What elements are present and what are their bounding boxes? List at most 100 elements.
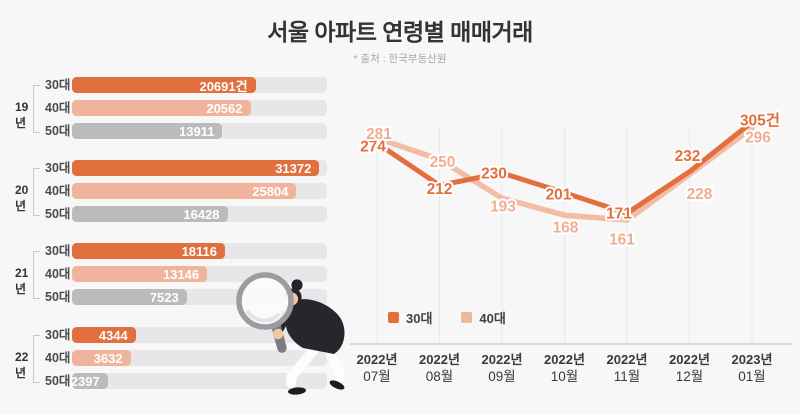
legend-label: 30대 <box>406 311 433 326</box>
bar-fill: 2397 <box>70 373 108 389</box>
age-group-label: 50대 <box>45 207 71 221</box>
bar-track: 20562 <box>72 100 327 116</box>
legend-swatch <box>461 312 473 323</box>
year-bracket <box>33 335 40 383</box>
x-axis-month: 07월 <box>363 369 391 384</box>
year-label: 22년 <box>15 350 29 380</box>
year-bracket <box>33 168 40 216</box>
year-label: 19년 <box>15 100 29 130</box>
age-group-label: 30대 <box>45 78 71 92</box>
bar-row: 30대 31372 <box>0 160 335 176</box>
x-axis-label: 2022년 11월 <box>607 352 648 385</box>
bar-track: 3632 <box>72 350 327 366</box>
data-label-30대: 171 <box>606 206 632 223</box>
line-chart: 274 212 230 201 171 232 305건 281 250 193 168 161 228… <box>350 110 793 345</box>
person-gripping-hand <box>272 328 284 340</box>
bar-row: 40대 3632 <box>0 350 335 366</box>
legend-item: 30대 <box>388 308 432 327</box>
bar-value: 25804 <box>252 183 289 199</box>
bar-row: 50대 13911 <box>0 123 335 139</box>
year-group: 19년 30대 20691건 40대 20562 50대 13911 <box>0 77 335 139</box>
bar-track: 18116 <box>72 243 327 259</box>
bar-row: 30대 20691건 <box>0 77 335 94</box>
data-label-40대: 168 <box>553 220 579 237</box>
x-axis-year: 2023년 <box>731 352 773 367</box>
x-axis-label: 2022년 08월 <box>419 352 460 385</box>
year-bracket <box>33 251 40 299</box>
data-label-30대: 274 <box>360 139 386 156</box>
bar-row: 50대 16428 <box>0 206 335 222</box>
age-group-label: 40대 <box>45 184 71 198</box>
year-group: 20년 30대 31372 40대 25804 50대 16428 <box>0 160 335 222</box>
x-axis-month: 11월 <box>613 369 641 384</box>
legend-item: 40대 <box>461 308 506 327</box>
bar-fill: 20562 <box>72 100 251 116</box>
bar-fill: 18116 <box>72 243 225 259</box>
bar-fill: 7523 <box>72 289 187 305</box>
x-axis-month: 10월 <box>550 369 579 384</box>
age-group-label: 50대 <box>45 374 71 388</box>
bar-value: 2397 <box>70 373 100 389</box>
year-bracket <box>33 85 40 133</box>
bar-value: 13146 <box>162 266 200 282</box>
bar-fill: 3632 <box>72 350 131 366</box>
data-label-30대: 305건 <box>740 112 780 130</box>
year-group: 22년 30대 4344 40대 3632 50대 2397 <box>0 327 335 389</box>
x-axis-month: 09월 <box>488 369 516 384</box>
source-note: * 출처 : 한국부동산원 <box>353 53 447 65</box>
age-group-label: 40대 <box>45 267 71 281</box>
bar-value: 20562 <box>206 100 243 116</box>
bar-track: 16428 <box>72 206 327 222</box>
age-group-label: 30대 <box>45 244 71 258</box>
age-group-label: 30대 <box>45 161 71 175</box>
title-highlight: 연령별 <box>382 19 445 45</box>
age-group-label: 50대 <box>45 124 71 138</box>
data-label-30대: 232 <box>675 148 701 165</box>
person-figure <box>274 279 346 395</box>
data-label-40대: 228 <box>687 186 713 203</box>
bar-fill: 4344 <box>72 327 136 343</box>
data-label-40대: 296 <box>745 130 771 147</box>
person-right-shoe <box>329 380 345 390</box>
bar-row: 50대 2397 <box>0 373 335 389</box>
x-axis-label: 2022년 12월 <box>669 352 710 385</box>
bar-track: 20691건 <box>72 77 327 94</box>
bar-track: 25804 <box>72 183 327 199</box>
data-label-30대: 201 <box>546 186 572 203</box>
person-hair-bun <box>291 279 303 291</box>
person-left-shoe <box>288 387 306 395</box>
age-group-label: 40대 <box>45 101 71 115</box>
data-label-40대: 250 <box>430 154 456 171</box>
bar-fill: 13146 <box>72 266 208 282</box>
data-label-40대: 281 <box>366 126 392 143</box>
x-axis-year: 2022년 <box>669 352 710 367</box>
bar-value: 16428 <box>183 206 220 222</box>
bar-fill: 25804 <box>72 183 297 199</box>
bar-row: 40대 20562 <box>0 100 335 116</box>
bar-value: 20691건 <box>199 78 248 94</box>
person-right-leg <box>325 347 346 381</box>
x-axis-label: 2022년 10월 <box>544 352 585 385</box>
year-label: 20년 <box>15 183 29 213</box>
title-prefix: 서울 아파트 <box>267 19 383 45</box>
page-title: 서울 아파트 연령별 매매거래 <box>0 13 800 47</box>
bar-value: 18116 <box>181 243 217 259</box>
bar-value: 7523 <box>149 289 179 305</box>
legend-swatch <box>388 312 399 323</box>
age-group-label: 30대 <box>45 328 71 342</box>
bar-value: 3632 <box>93 350 123 366</box>
x-axis-year: 2022년 <box>606 352 648 367</box>
x-axis-year: 2022년 <box>481 352 523 367</box>
title-suffix: 매매거래 <box>444 19 533 45</box>
person-torso <box>274 299 345 354</box>
x-axis-label: 2023년 01월 <box>732 352 773 385</box>
x-axis-year: 2022년 <box>356 352 398 367</box>
x-axis-month: 08월 <box>425 369 454 384</box>
x-axis-month: 12월 <box>675 369 704 384</box>
magnifier-lens-highlight <box>246 310 280 323</box>
bar-row: 30대 18116 <box>0 243 335 259</box>
person-with-magnifying-glass-illustration <box>236 272 346 395</box>
person-left-leg <box>286 345 319 388</box>
bar-track: 4344 <box>72 327 327 343</box>
bar-row: 30대 4344 <box>0 327 335 343</box>
